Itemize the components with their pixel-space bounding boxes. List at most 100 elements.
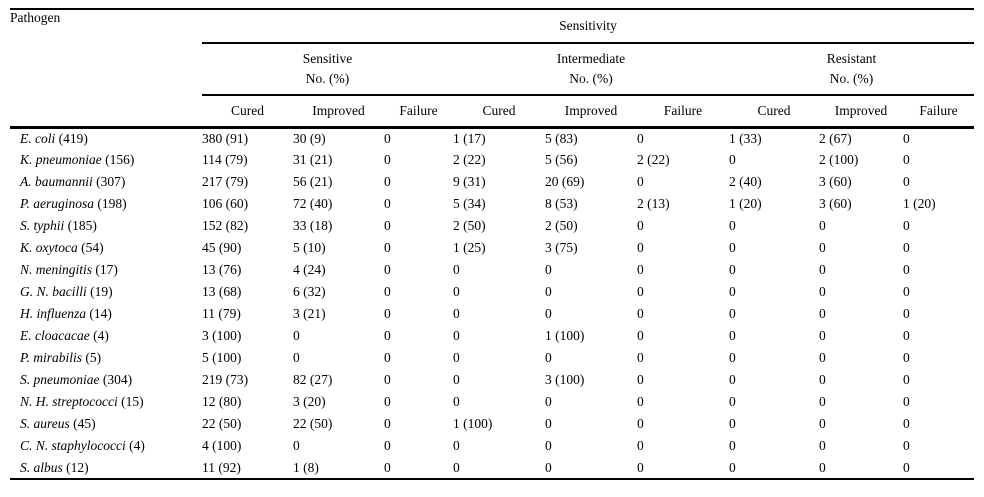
value-cell: 0 [903,416,910,431]
value-cell: 11 (92) [202,459,241,475]
table-row: A. baumannii (307) 217 (79) 56 (21) 0 9 (31)… [10,171,974,193]
value-cell: 13 (76) [202,262,242,277]
value-cell: 3 (100) [545,372,585,387]
value-cell: 3 (60) [819,196,852,211]
value-cell: 0 [293,328,300,343]
value-cell: 0 [903,350,910,365]
value-cell: 82 (27) [293,372,333,387]
value-cell: 5 (10) [293,240,326,255]
pathogen-name: E. cloacacae [20,328,90,343]
value-cell: 0 [819,350,826,365]
value-cell: 2 (50) [453,218,486,233]
sensitive-label: Sensitive [302,50,353,66]
value-cell: 0 [545,416,552,431]
value-cell: 0 [637,350,644,365]
value-cell: 0 [453,262,460,277]
value-cell: 2 (13) [637,196,670,211]
value-cell: 0 [637,394,644,409]
value-cell: 0 [637,130,644,146]
pathogen-name: E. coli [20,130,56,146]
value-cell: 56 (21) [293,174,333,189]
table-row: H. influenza (14) 11 (79) 3 (21) 0 0 0 0 0 0 0 [10,303,974,325]
sensitive-improved-header: Improved [293,95,384,129]
pathogen-name: N. H. streptococci [20,394,118,409]
value-cell: 0 [729,218,736,233]
value-cell: 0 [384,240,391,255]
sensitive-failure-header: Failure [384,95,453,129]
pathogen-name: P. aeruginosa [20,196,95,211]
value-cell: 1 (8) [293,459,319,475]
intermediate-label: Intermediate [556,50,626,66]
value-cell: 0 [903,306,910,321]
value-cell: 0 [453,284,460,299]
value-cell: 0 [384,284,391,299]
value-cell: 0 [384,438,391,453]
resistant-subgroup-header: Resistant No. (%) [729,43,975,96]
table-row: G. N. bacilli (19) 13 (68) 6 (32) 0 0 0 0 0 0 0 [10,281,974,303]
value-cell: 2 (100) [819,152,859,167]
resistant-label: Resistant [826,50,877,66]
value-cell: 0 [819,240,826,255]
value-cell: 45 (90) [202,240,242,255]
value-cell: 0 [903,130,910,146]
value-cell: 0 [384,218,391,233]
pathogen-cell: K. oxytoca (54) [20,240,104,255]
value-cell: 2 (40) [729,174,762,189]
table-row: K. oxytoca (54) 45 (90) 5 (10) 0 1 (25) 3 (75… [10,237,974,259]
value-cell: 12 (80) [202,394,242,409]
value-cell: 0 [384,130,391,146]
value-cell: 1 (20) [903,196,936,211]
value-cell: 2 (50) [545,218,578,233]
pathogen-cell: K. pneumoniae (156) [20,152,135,167]
value-cell: 0 [453,394,460,409]
value-cell: 0 [637,174,644,189]
value-cell: 0 [637,328,644,343]
pathogen-name: H. influenza [20,306,86,321]
value-cell: 0 [819,218,826,233]
intermediate-subgroup-header: Intermediate No. (%) [453,43,729,96]
value-cell: 5 (100) [202,350,242,365]
value-cell: 0 [729,416,736,431]
value-cell: 0 [545,262,552,277]
value-cell: 0 [637,218,644,233]
value-cell: 1 (100) [453,416,493,431]
value-cell: 0 [453,372,460,387]
value-cell: 0 [637,416,644,431]
value-cell: 0 [637,262,644,277]
value-cell: 0 [819,284,826,299]
header-row-outcomes: Cured Improved Failure Cured Improved Fa… [10,95,975,129]
value-cell: 11 (79) [202,306,241,321]
value-cell: 22 (50) [202,416,242,431]
value-cell: 1 (20) [729,196,762,211]
value-cell: 3 (20) [293,394,326,409]
value-cell: 22 (50) [293,416,333,431]
value-cell: 4 (100) [202,438,242,453]
value-cell: 0 [384,372,391,387]
pathogen-name: P. mirabilis [20,350,83,365]
table-row: E. coli (419) 380 (91) 30 (9) 0 1 (17) 5 (83)… [10,127,974,149]
sensitive-subgroup-header: Sensitive No. (%) [202,43,453,96]
value-cell: 106 (60) [202,196,249,211]
value-cell: 0 [729,459,736,475]
table-row: P. aeruginosa (198) 106 (60) 72 (40) 0 5 (34… [10,193,974,215]
value-cell: 0 [453,306,460,321]
value-cell: 0 [819,306,826,321]
value-cell: 0 [453,459,460,475]
pathogen-name: A. baumannii [20,174,93,189]
value-cell: 217 (79) [202,174,249,189]
pathogen-name: S. albus [20,459,63,475]
table-row: S. albus (12) 11 (92) 1 (8) 0 0 0 0 0 0 0 [10,457,974,479]
value-cell: 0 [729,350,736,365]
value-cell: 0 [903,152,910,167]
table-row: C. N. staphylococci (4) 4 (100) 0 0 0 0 0 0 0 0 [10,435,974,457]
value-cell: 0 [729,152,736,167]
value-cell: 0 [903,240,910,255]
value-cell: 20 (69) [545,174,585,189]
value-cell: 72 (40) [293,196,333,211]
value-cell: 0 [729,372,736,387]
value-cell: 0 [729,240,736,255]
pathogen-name: K. pneumoniae [20,152,102,167]
value-cell: 219 (73) [202,372,249,387]
value-cell: 0 [384,262,391,277]
value-cell: 0 [384,196,391,211]
